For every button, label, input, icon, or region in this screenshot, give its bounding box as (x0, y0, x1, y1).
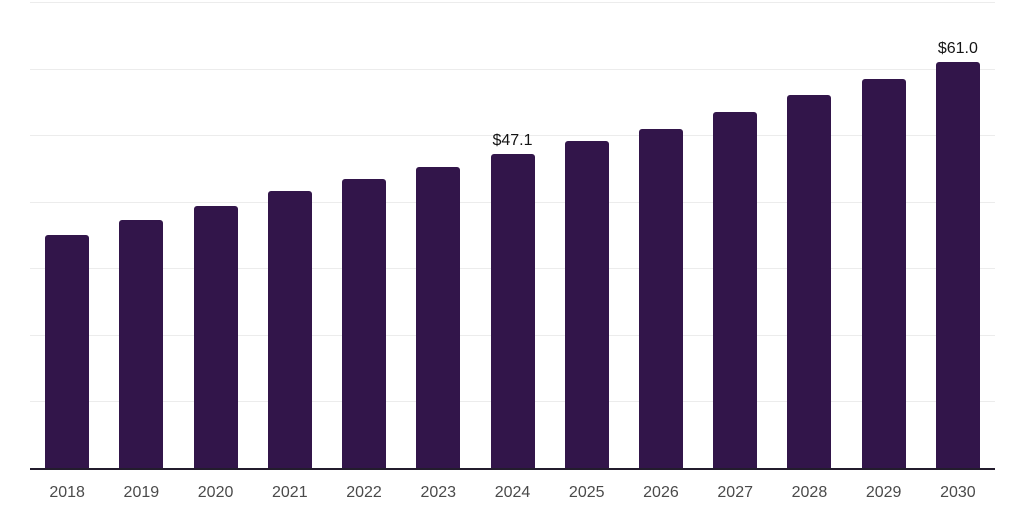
x-axis-label-2029: 2029 (865, 484, 902, 501)
plot-area: $47.1 $61.0 (30, 2, 995, 470)
gridline (30, 135, 995, 137)
bar-2030 (935, 61, 980, 468)
x-axis-label-2027: 2027 (717, 484, 753, 501)
bar-2029 (861, 78, 906, 468)
x-axis-line (30, 468, 995, 470)
x-axis-label-2026: 2026 (643, 484, 679, 501)
x-axis-label-2023: 2023 (420, 484, 457, 501)
x-axis-label-2028: 2028 (791, 484, 828, 501)
gridline (30, 2, 995, 3)
x-axis-label-2025: 2025 (568, 484, 605, 501)
bar-2020 (193, 205, 238, 468)
bar-2021 (267, 191, 312, 468)
bar-2027 (713, 111, 758, 468)
bar-value-label-2024: $47.1 (492, 132, 533, 150)
bar-2023 (416, 167, 461, 468)
bar-2026 (638, 128, 683, 468)
bar-2025 (564, 141, 609, 468)
bar-2022 (342, 179, 387, 468)
bar-value-label-2030: $61.0 (937, 39, 978, 57)
bar-2019 (119, 219, 164, 468)
x-axis-label-2018: 2018 (49, 484, 85, 501)
bar-2024 (490, 154, 535, 468)
x-axis-label-2020: 2020 (197, 484, 234, 501)
x-axis-label-2021: 2021 (272, 484, 308, 501)
gridline (30, 68, 995, 70)
bar-2018 (45, 235, 90, 468)
x-axis-label-2030: 2030 (940, 484, 976, 501)
x-axis-label-2024: 2024 (494, 484, 531, 501)
bar-2028 (787, 95, 832, 468)
x-axis-label-2019: 2019 (123, 484, 160, 501)
x-axis-label-2022: 2022 (346, 484, 382, 501)
x-axis-labels: 2018 2019 2020 2021 2022 2023 2024 2025 2026 2027… (30, 483, 995, 505)
